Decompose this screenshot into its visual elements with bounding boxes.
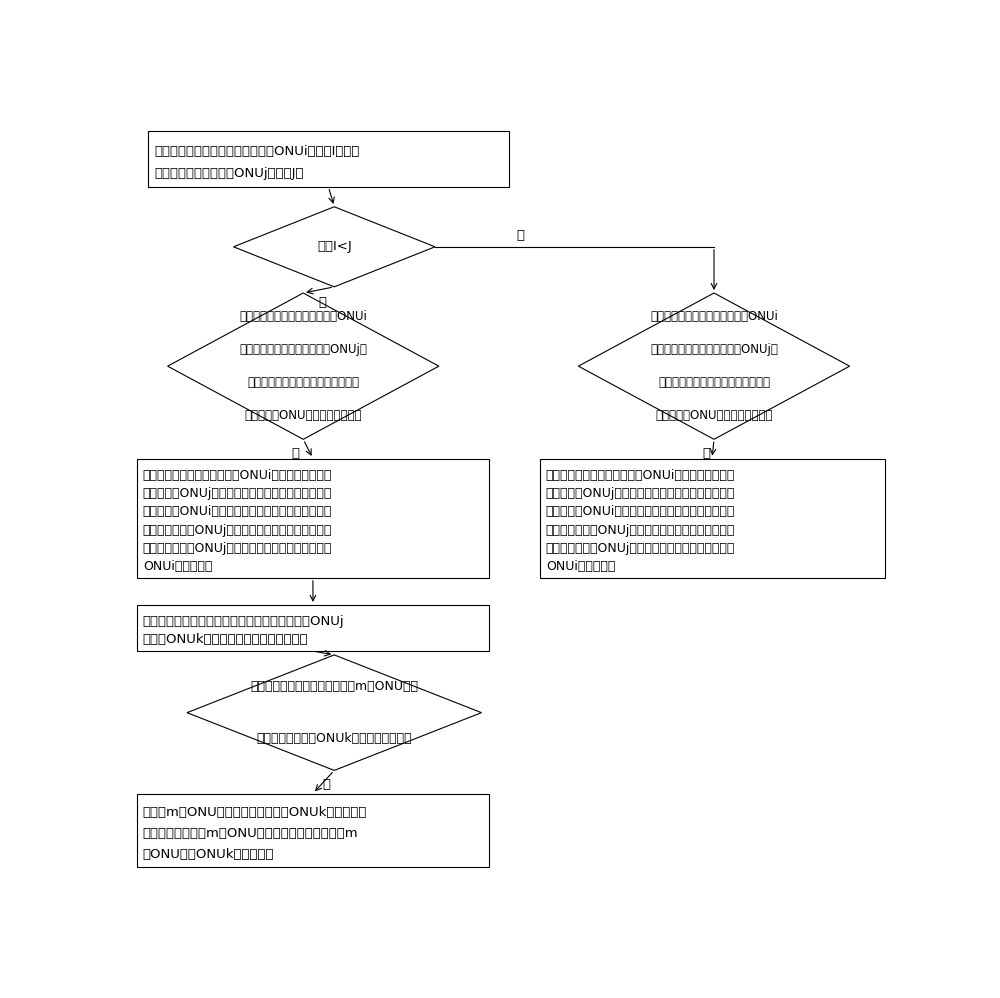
Bar — [540, 458, 885, 578]
Text: 当所述第一类型网络单元中的ONUi和所述第二类型网: 当所述第一类型网络单元中的ONUi和所述第二类型网 — [143, 469, 332, 482]
Text: 和所述第二类型网络单元中的ONUj所: 和所述第二类型网络单元中的ONUj所 — [239, 343, 367, 356]
Text: 否: 否 — [516, 229, 524, 242]
Text: 判断所述第一类型网络单元中的ONUi: 判断所述第一类型网络单元中的ONUi — [239, 310, 367, 323]
Text: ONUi的子载波。: ONUi的子载波。 — [546, 561, 615, 574]
Text: 否: 否 — [292, 447, 300, 460]
Text: 和所述第二类型网络单元中的ONUj所: 和所述第二类型网络单元中的ONUj所 — [650, 343, 778, 356]
Text: 型网络单元中的ONUj共用所述第一类型网络单元中的: 型网络单元中的ONUj共用所述第一类型网络单元中的 — [143, 542, 332, 555]
Text: 络单元中的ONUi所占子载波频带时，调整所述第二类: 络单元中的ONUi所占子载波频带时，调整所述第二类 — [143, 505, 332, 518]
Text: 否: 否 — [702, 447, 710, 460]
Bar — [137, 605, 489, 651]
Text: 占频带之和是否超过所述第一类型网: 占频带之和是否超过所述第一类型网 — [658, 376, 770, 389]
Text: 判断I<J: 判断I<J — [317, 241, 352, 253]
Text: ONUi的子载波。: ONUi的子载波。 — [143, 561, 212, 574]
Text: 确定为ONUk，并组成第三类型网络单元；: 确定为ONUk，并组成第三类型网络单元； — [143, 634, 308, 647]
Text: 当所述第一类型网络单元中的ONUi和所述第二类型网: 当所述第一类型网络单元中的ONUi和所述第二类型网 — [546, 469, 735, 482]
Bar — [148, 132, 509, 187]
Text: 将所述第二类型网络单元中的未被调整子载波的ONUj: 将所述第二类型网络单元中的未被调整子载波的ONUj — [143, 615, 344, 628]
Polygon shape — [168, 293, 439, 439]
Text: 是: 是 — [319, 295, 327, 308]
Text: 否: 否 — [322, 777, 330, 790]
Text: 络单元中的ONUj所占频带之和未超过所述第一类型网: 络单元中的ONUj所占频带之和未超过所述第一类型网 — [546, 487, 735, 500]
Polygon shape — [578, 293, 850, 439]
Text: 型网络单元中的ONUj所占用的子载波，使所述第二类: 型网络单元中的ONUj所占用的子载波，使所述第二类 — [546, 524, 735, 537]
Bar — [137, 458, 489, 578]
Bar — [137, 793, 489, 866]
Text: 型网络单元中的ONUj所占用的子载波，使所述第二类: 型网络单元中的ONUj所占用的子载波，使所述第二类 — [143, 524, 332, 537]
Text: 个ONU共用ONUk的子载波。: 个ONU共用ONUk的子载波。 — [143, 847, 274, 860]
Polygon shape — [234, 207, 435, 286]
Polygon shape — [187, 655, 482, 770]
Text: 络单元中的ONU所占子载波频带；: 络单元中的ONU所占子载波频带； — [244, 409, 362, 422]
Text: 频带之和是否超过ONUk所占子载波频带；: 频带之和是否超过ONUk所占子载波频带； — [256, 733, 412, 746]
Text: 判断所述第三类型网络单元中的m个ONU所占: 判断所述第三类型网络单元中的m个ONU所占 — [250, 681, 418, 694]
Text: 占频带之和是否超过所述第一类型网: 占频带之和是否超过所述第一类型网 — [247, 376, 359, 389]
Text: 型网络单元中的ONUj共用所述第一类型网络单元中的: 型网络单元中的ONUj共用所述第一类型网络单元中的 — [546, 542, 735, 555]
Text: 当所述m个ONU所占频带之和未超过ONUk所占子载波: 当所述m个ONU所占频带之和未超过ONUk所占子载波 — [143, 805, 367, 818]
Text: 络单元中的ONUj所占频带之和未超过所述第一类型网: 络单元中的ONUj所占频带之和未超过所述第一类型网 — [143, 487, 332, 500]
Text: 络单元中的ONU所占子载波频带；: 络单元中的ONU所占子载波频带； — [655, 409, 773, 422]
Text: 频带时，调整所述m个ONU所占用的子载波，使所述m: 频带时，调整所述m个ONU所占用的子载波，使所述m — [143, 826, 358, 839]
Text: 判断所述第一类型网络单元中的ONUi: 判断所述第一类型网络单元中的ONUi — [650, 310, 778, 323]
Text: 分别确定所述第一类型网络单元中ONUi的数量I以及所: 分别确定所述第一类型网络单元中ONUi的数量I以及所 — [154, 145, 360, 158]
Text: 络单元中的ONUi所占子载波频带时，调整所述第二类: 络单元中的ONUi所占子载波频带时，调整所述第二类 — [546, 505, 735, 518]
Text: 述第二类型网络单元中ONUj的数量J；: 述第二类型网络单元中ONUj的数量J； — [154, 167, 304, 180]
